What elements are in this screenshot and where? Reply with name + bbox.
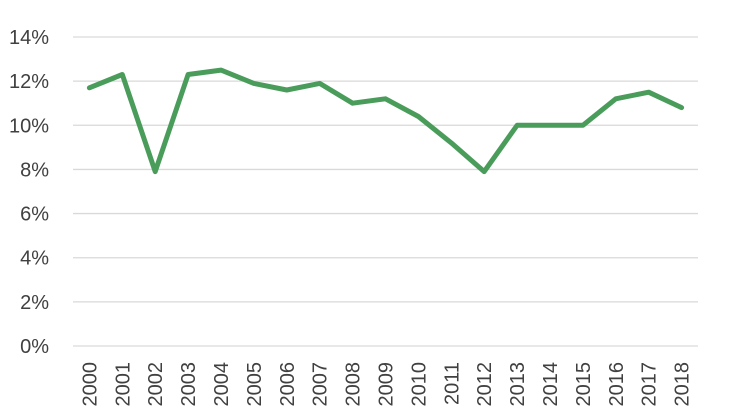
y-tick-label: 4% [20,248,49,270]
series-lines [86,67,685,175]
x-axis-tick-labels: 2000 2001 2002 2003 2004 2005 2006 2007 2008 2009… [79,362,693,407]
y-tick-label: 8% [20,159,49,181]
x-tick-label: 2002 [145,362,167,407]
x-tick-label: 2003 [178,362,200,407]
series-line-0 [86,67,685,175]
y-tick-label: 2% [20,292,49,314]
y-tick-label: 0% [20,336,49,358]
x-tick-label: 2007 [310,362,332,407]
x-tick-label: 2010 [408,362,430,407]
y-tick-label: 14% [9,27,49,49]
x-tick-label: 2005 [244,362,266,407]
x-tick-label: 2017 [639,362,661,407]
x-tick-label: 2012 [474,362,496,407]
x-tick-label: 2009 [376,362,398,407]
x-tick-label: 2015 [573,362,595,407]
x-tick-label: 2013 [507,362,529,407]
x-tick-label: 2000 [79,362,101,407]
y-tick-label: 10% [9,115,49,137]
x-tick-label: 2014 [540,362,562,407]
x-tick-label: 2011 [441,362,463,405]
x-tick-label: 2018 [672,362,694,407]
y-axis-tick-labels: 0% 2% 4% 6% 8% 10% 12% 14% [9,27,49,358]
x-tick-label: 2001 [112,362,134,407]
y-tick-label: 12% [9,71,49,93]
y-tick-label: 6% [20,204,49,226]
gridlines [73,36,698,347]
x-tick-label: 2006 [277,362,299,407]
x-tick-label: 2016 [606,362,628,407]
x-tick-label: 2004 [211,362,233,407]
x-tick-label: 2008 [343,362,365,407]
